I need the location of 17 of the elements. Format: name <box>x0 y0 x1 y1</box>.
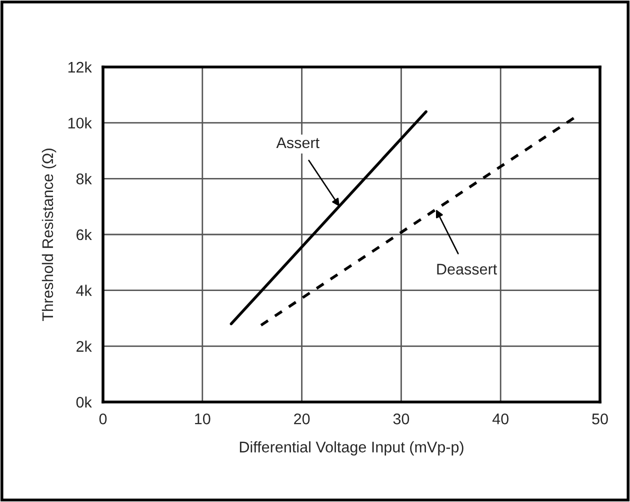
y-tick-label: 8k <box>76 173 92 184</box>
y-tick-label: 10k <box>68 117 92 129</box>
y-tick-label: 12k <box>68 61 92 73</box>
y-tick-label: 2k <box>76 340 92 352</box>
y-axis-title: Threshold Resistance (Ω) <box>42 148 56 321</box>
annotation: Assert <box>276 138 320 148</box>
y-tick-label: 0k <box>76 396 92 408</box>
x-tick-label: 0 <box>99 414 107 424</box>
x-axis-title: Differential Voltage Input (mVp-p) <box>240 441 464 456</box>
x-tick-label: 40 <box>492 414 508 424</box>
x-tick-label: 10 <box>195 414 210 424</box>
x-tick-label: 50 <box>592 414 608 424</box>
y-tick-label: 6k <box>76 228 92 240</box>
annotation: Deassert <box>437 264 497 275</box>
x-tick-label: 30 <box>393 414 410 424</box>
y-tick-label: 4k <box>76 284 92 296</box>
x-tick-label: 20 <box>294 414 310 424</box>
